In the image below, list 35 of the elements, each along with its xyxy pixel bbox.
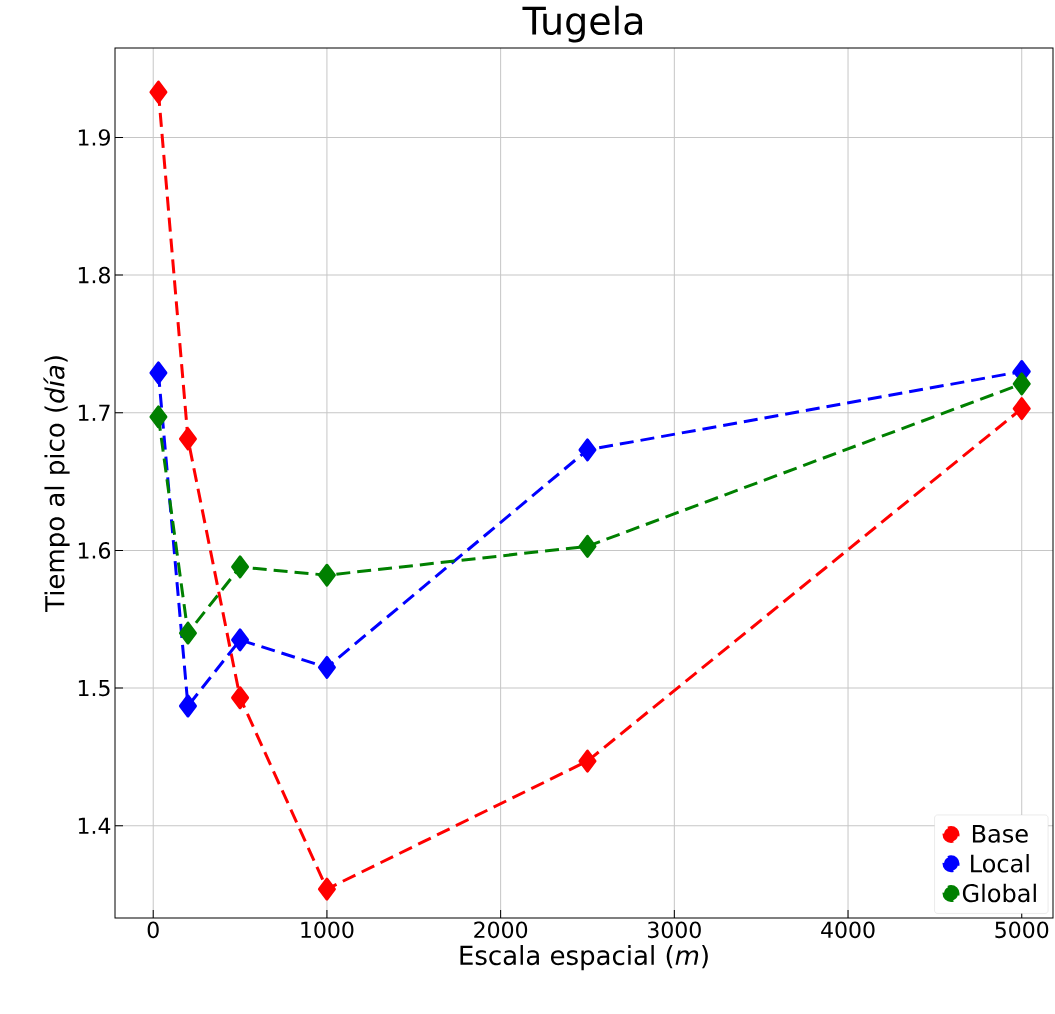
point	[149, 80, 168, 104]
x-axis-title: Escala espacial (m)	[460, 945, 708, 971]
x-tick-label: 2000	[474, 921, 528, 939]
legend-label: Base	[972, 824, 1028, 843]
y-tick-label: 1.5	[78, 679, 110, 697]
x-tick-label: 0	[147, 921, 159, 939]
y-tick-label: 1.4	[78, 817, 111, 834]
point	[178, 621, 197, 645]
point	[317, 655, 336, 679]
y-tick-label: 1.9	[78, 129, 110, 146]
x-tick-label: 1000	[301, 921, 354, 939]
point	[178, 427, 197, 451]
point	[231, 555, 250, 579]
point	[578, 438, 597, 462]
point	[578, 534, 597, 558]
point	[149, 361, 168, 385]
y-tick-label: 1.7	[78, 404, 110, 421]
point	[231, 628, 250, 652]
x-tick-label: 4000	[821, 921, 875, 939]
legend-label: Global	[962, 883, 1036, 903]
point	[178, 694, 197, 718]
point	[317, 877, 336, 901]
y-axis-title: Tiempo al pico (día)	[43, 356, 70, 612]
y-tick-label: 1.6	[78, 542, 111, 559]
point	[1012, 372, 1031, 396]
point	[317, 563, 336, 587]
point	[578, 749, 597, 773]
x-tick-label: 3000	[648, 921, 701, 939]
y-tick-label: 1.8	[78, 266, 110, 284]
point	[149, 405, 168, 429]
point	[231, 686, 250, 710]
legend-label: Local	[971, 853, 1029, 873]
chart-title: Tugela	[522, 5, 643, 43]
point	[1012, 397, 1031, 421]
x-tick-label: 5000	[995, 921, 1049, 939]
